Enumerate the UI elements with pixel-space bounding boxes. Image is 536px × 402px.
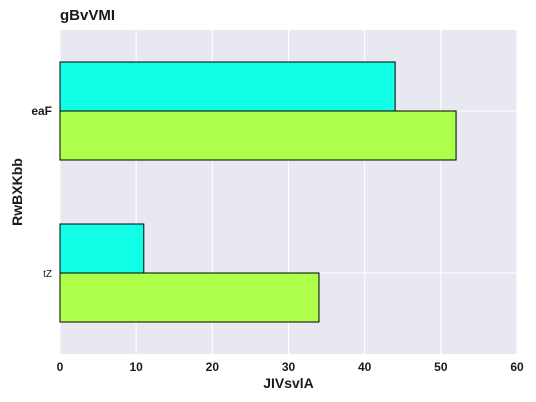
x-tick-label: 40 [358,360,372,374]
bar-eaF-series-2 [59,61,396,112]
y-axis-label: RwBXKbb [9,158,25,226]
bar-tZ-series-1 [59,272,320,323]
bar-tZ-series-2 [59,223,145,274]
x-tick-label: 60 [510,360,524,374]
x-tick-labels: 0 10 20 30 40 50 60 [57,360,524,374]
x-tick-label: 30 [282,360,296,374]
bars [59,61,457,323]
x-tick-label: 10 [129,360,143,374]
chart-title: gBvVMI [60,7,115,24]
y-tick-label: tZ [43,269,52,280]
y-tick-label: eaF [31,104,52,118]
bar-eaF-series-1 [59,110,457,161]
x-tick-label: 50 [434,360,448,374]
y-tick-labels: tZ eaF [31,104,52,280]
x-tick-label: 20 [206,360,220,374]
x-axis-label: JIVsvlA [263,375,314,391]
x-tick-label: 0 [57,360,64,374]
